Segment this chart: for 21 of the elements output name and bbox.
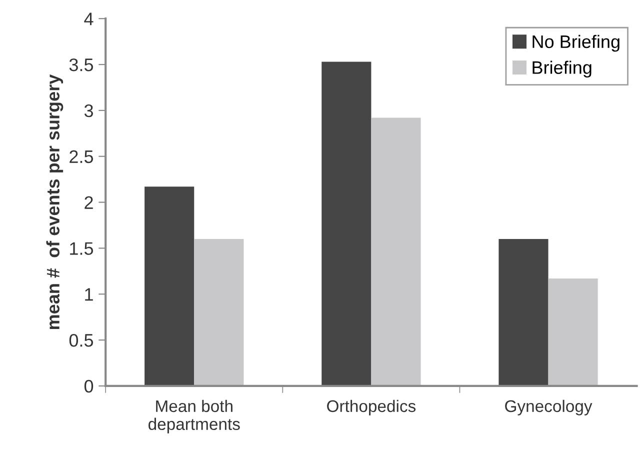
- legend-label: Briefing: [532, 60, 592, 78]
- x-tick-label: Gynecology: [505, 400, 592, 416]
- x-tick-label: Mean both departments: [148, 400, 240, 434]
- y-tick-label: 4: [84, 12, 94, 26]
- y-tick-label: 3.5: [69, 58, 94, 72]
- y-tick-label: 0.5: [69, 334, 94, 347]
- legend-label: No Briefing: [532, 34, 620, 52]
- y-tick-label: 3: [84, 104, 93, 118]
- y-tick-label: 2: [84, 196, 93, 209]
- bar: [322, 62, 372, 386]
- y-tick-label: 1.5: [70, 242, 94, 255]
- bar: [144, 186, 194, 386]
- bar: [194, 239, 244, 386]
- x-tick-label: Orthopedics: [327, 400, 416, 416]
- y-tick-label: 1: [85, 288, 93, 301]
- bar: [371, 118, 421, 386]
- bar: [498, 239, 548, 386]
- y-tick-label: 0: [84, 380, 94, 393]
- bar: [548, 278, 598, 386]
- y-axis-title: mean # of events per surgery: [46, 74, 64, 330]
- y-tick-label: 2.5: [70, 150, 94, 164]
